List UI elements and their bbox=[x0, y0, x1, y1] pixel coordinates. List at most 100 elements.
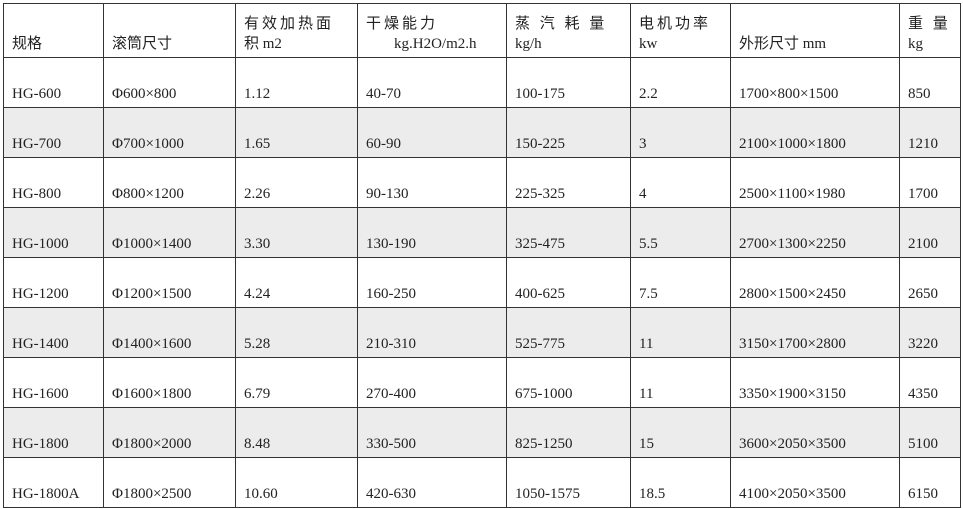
header-heating-area: 有效加热面积 m2 bbox=[235, 3, 358, 58]
cell-motor-power: 18.5 bbox=[630, 457, 731, 508]
cell-drying-capacity: 420-630 bbox=[357, 457, 507, 508]
cell-motor-power: 2.2 bbox=[630, 57, 731, 108]
header-dimensions: 外形尺寸 mm bbox=[730, 3, 900, 58]
table-row: HG-1800A Φ1800×2500 10.60 420-630 1050-1575 1… bbox=[3, 457, 961, 508]
header-line2: kg/h bbox=[515, 36, 542, 52]
header-line1: 重 量 bbox=[908, 16, 951, 32]
cell-weight: 2650 bbox=[899, 257, 961, 308]
cell-drying-capacity: 160-250 bbox=[357, 257, 507, 308]
cell-heating-area: 4.24 bbox=[235, 257, 358, 308]
cell-heating-area: 6.79 bbox=[235, 357, 358, 408]
cell-heating-area: 1.65 bbox=[235, 107, 358, 158]
cell-model: HG-1800 bbox=[3, 407, 104, 458]
header-line2: kw bbox=[639, 36, 658, 52]
cell-dimensions: 3600×2050×3500 bbox=[730, 407, 900, 458]
cell-weight: 1210 bbox=[899, 107, 961, 158]
cell-weight: 3220 bbox=[899, 307, 961, 358]
cell-drying-capacity: 130-190 bbox=[357, 207, 507, 258]
table-row: HG-1800 Φ1800×2000 8.48 330-500 825-1250 15 36… bbox=[3, 407, 961, 458]
cell-steam-consumption: 675-1000 bbox=[506, 357, 631, 408]
cell-motor-power: 5.5 bbox=[630, 207, 731, 258]
cell-drum-size: Φ600×800 bbox=[103, 57, 236, 108]
cell-dimensions: 3350×1900×3150 bbox=[730, 357, 900, 408]
cell-weight: 2100 bbox=[899, 207, 961, 258]
cell-model: HG-1800A bbox=[3, 457, 104, 508]
header-line2: 滚筒尺寸 bbox=[112, 36, 173, 52]
table-header: 规格 滚筒尺寸 有效加热面积 m2 干燥能力 kg.H2O/m2.h 蒸 汽 耗 量 kg/… bbox=[3, 3, 961, 58]
cell-model: HG-1000 bbox=[3, 207, 104, 258]
table-row: HG-700 Φ700×1000 1.65 60-90 150-225 3 2100×100… bbox=[3, 107, 961, 158]
cell-drying-capacity: 270-400 bbox=[357, 357, 507, 408]
header-line1: 有效加热面 bbox=[244, 16, 335, 32]
cell-motor-power: 11 bbox=[630, 357, 731, 408]
cell-steam-consumption: 1050-1575 bbox=[506, 457, 631, 508]
cell-model: HG-600 bbox=[3, 57, 104, 108]
cell-weight: 5100 bbox=[899, 407, 961, 458]
cell-drum-size: Φ1400×1600 bbox=[103, 307, 236, 358]
cell-dimensions: 3150×1700×2800 bbox=[730, 307, 900, 358]
cell-drying-capacity: 210-310 bbox=[357, 307, 507, 358]
header-line1: 蒸 汽 耗 量 bbox=[515, 16, 608, 32]
cell-drum-size: Φ800×1200 bbox=[103, 157, 236, 208]
cell-drum-size: Φ700×1000 bbox=[103, 107, 236, 158]
table-row: HG-1200 Φ1200×1500 4.24 160-250 400-625 7.5 28… bbox=[3, 257, 961, 308]
table-row: HG-1600 Φ1600×1800 6.79 270-400 675-1000 11 33… bbox=[3, 357, 961, 408]
cell-drum-size: Φ1800×2500 bbox=[103, 457, 236, 508]
cell-model: HG-1200 bbox=[3, 257, 104, 308]
cell-steam-consumption: 825-1250 bbox=[506, 407, 631, 458]
cell-steam-consumption: 525-775 bbox=[506, 307, 631, 358]
cell-drying-capacity: 90-130 bbox=[357, 157, 507, 208]
cell-model: HG-800 bbox=[3, 157, 104, 208]
spec-table: 规格 滚筒尺寸 有效加热面积 m2 干燥能力 kg.H2O/m2.h 蒸 汽 耗 量 kg/… bbox=[3, 3, 961, 508]
cell-drum-size: Φ1600×1800 bbox=[103, 357, 236, 408]
cell-dimensions: 1700×800×1500 bbox=[730, 57, 900, 108]
cell-motor-power: 15 bbox=[630, 407, 731, 458]
table-body: HG-600 Φ600×800 1.12 40-70 100-175 2.2 1700×80… bbox=[3, 57, 961, 508]
cell-motor-power: 11 bbox=[630, 307, 731, 358]
cell-steam-consumption: 100-175 bbox=[506, 57, 631, 108]
cell-model: HG-700 bbox=[3, 107, 104, 158]
cell-dimensions: 2100×1000×1800 bbox=[730, 107, 900, 158]
header-line2: 积 m2 bbox=[244, 36, 282, 52]
header-weight: 重 量 kg bbox=[899, 3, 961, 58]
cell-motor-power: 4 bbox=[630, 157, 731, 208]
cell-steam-consumption: 225-325 bbox=[506, 157, 631, 208]
cell-steam-consumption: 325-475 bbox=[506, 207, 631, 258]
header-drum-size: 滚筒尺寸 bbox=[103, 3, 236, 58]
cell-drying-capacity: 330-500 bbox=[357, 407, 507, 458]
cell-weight: 850 bbox=[899, 57, 961, 108]
cell-heating-area: 5.28 bbox=[235, 307, 358, 358]
cell-drum-size: Φ1800×2000 bbox=[103, 407, 236, 458]
cell-dimensions: 2700×1300×2250 bbox=[730, 207, 900, 258]
header-drying-capacity: 干燥能力 kg.H2O/m2.h bbox=[357, 3, 507, 58]
cell-heating-area: 3.30 bbox=[235, 207, 358, 258]
cell-drum-size: Φ1000×1400 bbox=[103, 207, 236, 258]
cell-drum-size: Φ1200×1500 bbox=[103, 257, 236, 308]
header-line2: 外形尺寸 mm bbox=[739, 36, 827, 52]
cell-weight: 6150 bbox=[899, 457, 961, 508]
cell-model: HG-1600 bbox=[3, 357, 104, 408]
cell-drying-capacity: 40-70 bbox=[357, 57, 507, 108]
cell-dimensions: 2500×1100×1980 bbox=[730, 157, 900, 208]
cell-motor-power: 3 bbox=[630, 107, 731, 158]
header-model: 规格 bbox=[3, 3, 104, 58]
header-line2: kg bbox=[908, 36, 923, 52]
cell-drying-capacity: 60-90 bbox=[357, 107, 507, 158]
cell-steam-consumption: 400-625 bbox=[506, 257, 631, 308]
header-line2: kg.H2O/m2.h bbox=[394, 36, 477, 52]
table-row: HG-1000 Φ1000×1400 3.30 130-190 325-475 5.5 27… bbox=[3, 207, 961, 258]
cell-dimensions: 2800×1500×2450 bbox=[730, 257, 900, 308]
cell-heating-area: 1.12 bbox=[235, 57, 358, 108]
header-line1: 电机功率 bbox=[639, 16, 712, 32]
cell-weight: 1700 bbox=[899, 157, 961, 208]
cell-heating-area: 2.26 bbox=[235, 157, 358, 208]
cell-model: HG-1400 bbox=[3, 307, 104, 358]
cell-heating-area: 10.60 bbox=[235, 457, 358, 508]
cell-heating-area: 8.48 bbox=[235, 407, 358, 458]
cell-weight: 4350 bbox=[899, 357, 961, 408]
header-line1: 干燥能力 bbox=[366, 16, 439, 32]
cell-dimensions: 4100×2050×3500 bbox=[730, 457, 900, 508]
cell-steam-consumption: 150-225 bbox=[506, 107, 631, 158]
header-motor-power: 电机功率 kw bbox=[630, 3, 731, 58]
header-line2: 规格 bbox=[12, 36, 43, 52]
